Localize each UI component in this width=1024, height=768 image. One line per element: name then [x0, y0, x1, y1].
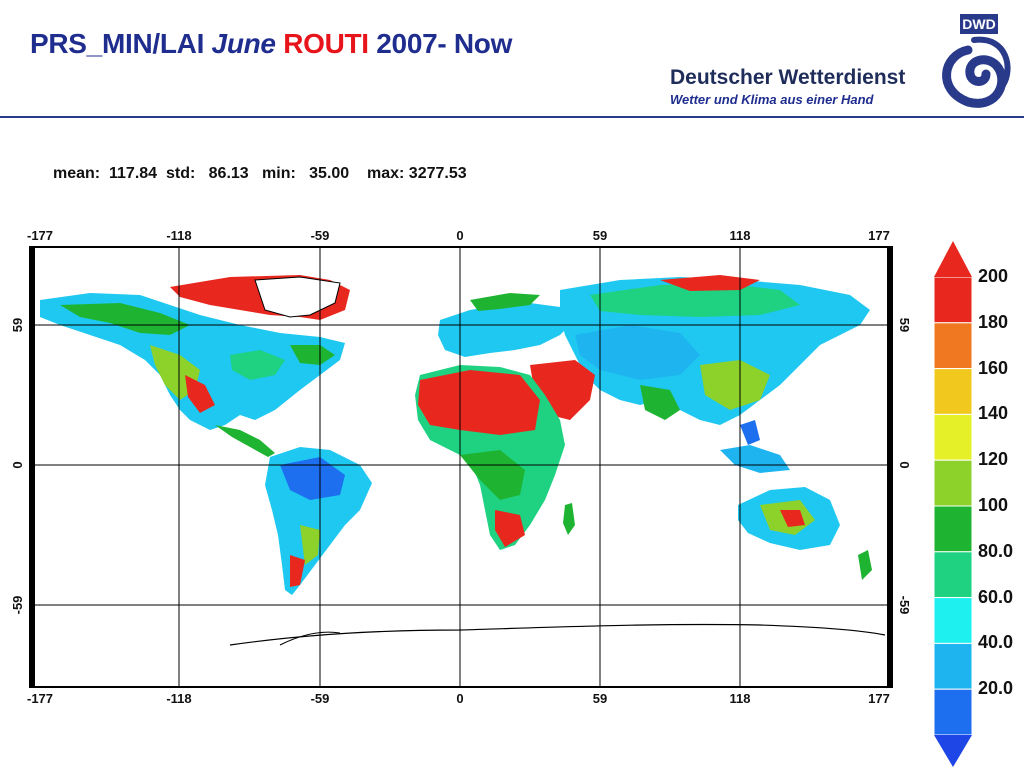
colorbar-label: 20.0 — [978, 678, 1014, 699]
title-variable: PRS_MIN/LAI — [30, 28, 205, 59]
colorbar-label: 40.0 — [978, 632, 1014, 653]
lon-tick-bottom: -177 — [27, 691, 53, 706]
colorbar-swatch — [933, 322, 973, 370]
lat-tick-right: 59 — [897, 318, 912, 332]
header-divider — [0, 116, 1024, 118]
lat-tick-right: -59 — [897, 596, 912, 615]
colorbar-label: 120 — [978, 449, 1009, 470]
title-period: 2007- Now — [376, 28, 513, 59]
colorbar-label: 100 — [978, 495, 1009, 515]
colorbar-swatch — [933, 597, 973, 644]
logo-tagline: Wetter und Klima aus einer Hand — [670, 92, 874, 107]
std-label: std: — [165, 165, 196, 182]
lat-tick-left: 0 — [10, 461, 25, 468]
colorbar-swatch — [933, 505, 973, 553]
title-month: June — [211, 28, 276, 59]
colorbar-top-arrow — [934, 241, 972, 277]
colorbar-swatch — [933, 551, 973, 599]
min-value: 35.00 — [309, 165, 350, 182]
statistics-line: mean: 117.84 std: 86.13 min: 35.00 max: … — [53, 165, 467, 183]
graticule — [30, 247, 892, 687]
max-value: 3277.53 — [408, 165, 467, 182]
colorbar-label: 180 — [978, 311, 1009, 332]
colorbar-swatch — [933, 276, 973, 324]
lat-tick-left: 59 — [10, 318, 25, 332]
page-title: PRS_MIN/LAI June ROUTI 2007- Now — [30, 28, 512, 60]
lon-tick-top: -59 — [311, 228, 330, 243]
lon-tick-bottom: -59 — [311, 691, 330, 706]
lon-tick-top: -177 — [27, 228, 53, 243]
colorbar-bottom-arrow — [934, 735, 972, 767]
lon-tick-top: 59 — [593, 228, 607, 243]
max-label: max: — [366, 165, 405, 182]
logo-name: Deutscher Wetterdienst — [670, 66, 906, 89]
lon-tick-bottom: 0 — [456, 691, 463, 706]
lat-tick-right: 0 — [897, 461, 912, 468]
lat-tick-left: -59 — [10, 596, 25, 615]
lon-tick-top: -118 — [166, 228, 191, 243]
colorbar-swatch — [933, 688, 973, 736]
lon-tick-top: 118 — [730, 228, 751, 243]
title-model: ROUTI — [283, 28, 369, 59]
mean-value: 117.84 — [109, 165, 158, 182]
lon-tick-bottom: 59 — [593, 691, 607, 706]
std-value: 86.13 — [208, 165, 249, 182]
lon-tick-top: 177 — [868, 228, 890, 243]
colorbar-label: 160 — [978, 357, 1009, 378]
lon-tick-bottom: 177 — [868, 691, 890, 706]
lon-tick-top: 0 — [456, 228, 463, 243]
colorbar — [933, 241, 973, 767]
logo-abbrev: DWD — [962, 16, 995, 32]
colorbar-label: 140 — [978, 403, 1009, 424]
dwd-emblem-icon: DWD — [930, 14, 1011, 108]
colorbar-label: 60.0 — [978, 586, 1014, 607]
colorbar-swatch — [933, 368, 973, 415]
colorbar-label: 200 — [978, 266, 1009, 286]
lon-tick-bottom: -118 — [166, 691, 191, 706]
world-map: -177 -118 -59 0 59 118 177 -177 -118 -59… — [10, 228, 912, 706]
colorbar-swatch — [933, 459, 973, 507]
lon-tick-bottom: 118 — [730, 691, 751, 706]
dwd-logo: DWD — [930, 14, 1011, 108]
colorbar-swatch — [933, 413, 973, 461]
colorbar-label: 80.0 — [978, 540, 1014, 561]
colorbar-swatch — [933, 642, 973, 690]
land-masses — [40, 275, 886, 646]
mean-label: mean: — [53, 165, 101, 182]
min-label: min: — [262, 165, 296, 182]
